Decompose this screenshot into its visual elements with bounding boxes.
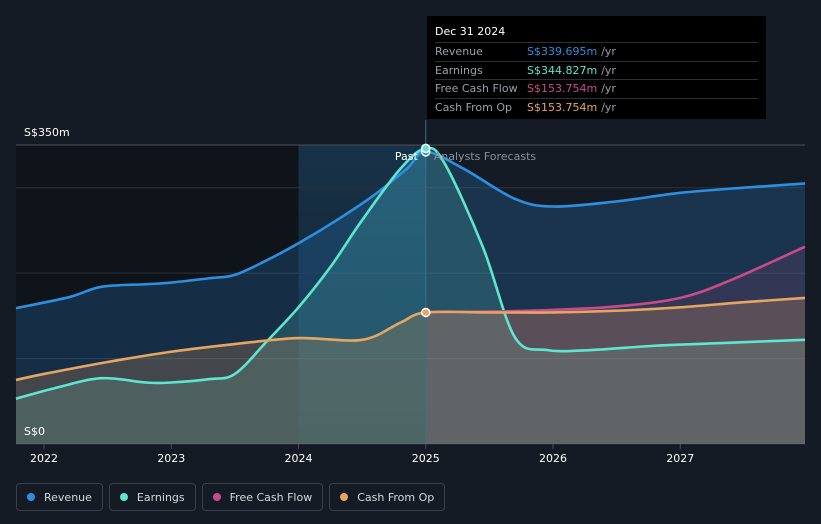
- legend-dot-icon: [119, 493, 128, 501]
- y-axis-top-label: S$350m: [24, 126, 70, 139]
- legend-item-cash-from-op[interactable]: Cash From Op: [329, 483, 446, 511]
- tooltip-unit: /yr: [601, 100, 616, 114]
- legend-dot-icon: [27, 493, 35, 501]
- tooltip-value: S$153.754m: [527, 100, 598, 114]
- free-cash-flow-area: [425, 246, 805, 444]
- tooltip-row-revenue: Revenue S$339.695m/yr: [435, 42, 758, 61]
- tooltip: Dec 31 2024 Revenue S$339.695m/yr Earnings…: [427, 16, 766, 119]
- forecast-label: Analysts Forecasts: [434, 150, 537, 163]
- x-tick-label: 2024: [285, 452, 313, 465]
- legend-dot-icon: [340, 493, 349, 501]
- cash-from-op-line: [15, 296, 806, 382]
- legend-label: Earnings: [136, 490, 185, 504]
- tooltip-value: S$344.827m: [527, 63, 598, 77]
- legend-label: Revenue: [44, 490, 92, 504]
- legend-item-earnings[interactable]: Earnings: [108, 483, 196, 511]
- tooltip-label: Cash From Op: [435, 100, 513, 114]
- tooltip-row-free-cash-flow: Free Cash Flow S$153.754m/yr: [435, 79, 758, 98]
- tooltip-value: S$339.695m: [527, 45, 598, 59]
- x-tick-label: 2025: [412, 452, 440, 465]
- legend: Revenue Earnings Free Cash Flow Cash From O…: [16, 483, 446, 511]
- earnings-area: [16, 148, 805, 444]
- x-tick-label: 2027: [666, 452, 694, 465]
- tooltip-label: Free Cash Flow: [435, 82, 518, 96]
- x-tick-label: 2023: [157, 452, 185, 465]
- y-axis-bottom-label: S$0: [24, 425, 45, 438]
- past-label: Past: [395, 150, 419, 163]
- legend-item-revenue[interactable]: Revenue: [16, 483, 103, 511]
- revenue-line: [15, 150, 806, 310]
- legend-label: Cash From Op: [357, 490, 435, 504]
- tooltip-unit: /yr: [601, 82, 616, 96]
- legend-label: Free Cash Flow: [229, 490, 313, 504]
- tooltip-unit: /yr: [601, 45, 616, 59]
- revenue-area: [16, 151, 805, 444]
- tooltip-row-earnings: Earnings S$344.827m/yr: [435, 60, 758, 80]
- legend-dot-icon: [212, 493, 221, 501]
- tooltip-value: S$153.754m: [527, 82, 598, 96]
- x-tick-label: 2022: [30, 452, 58, 465]
- earnings-line: [15, 146, 806, 400]
- x-tick-label: 2026: [539, 452, 567, 465]
- earnings-marker: [421, 143, 431, 154]
- tooltip-date: Dec 31 2024: [435, 25, 506, 38]
- cash-from-op-marker: [421, 307, 431, 318]
- tooltip-row-cash-from-op: Cash From Op S$153.754m/yr: [435, 97, 758, 117]
- tooltip-unit: /yr: [601, 63, 616, 77]
- highlight-region: [298, 145, 426, 444]
- cash-from-op-area: [16, 297, 805, 444]
- tooltip-label: Earnings: [435, 63, 483, 77]
- legend-item-free-cash-flow[interactable]: Free Cash Flow: [201, 483, 324, 511]
- tooltip-label: Revenue: [435, 45, 483, 59]
